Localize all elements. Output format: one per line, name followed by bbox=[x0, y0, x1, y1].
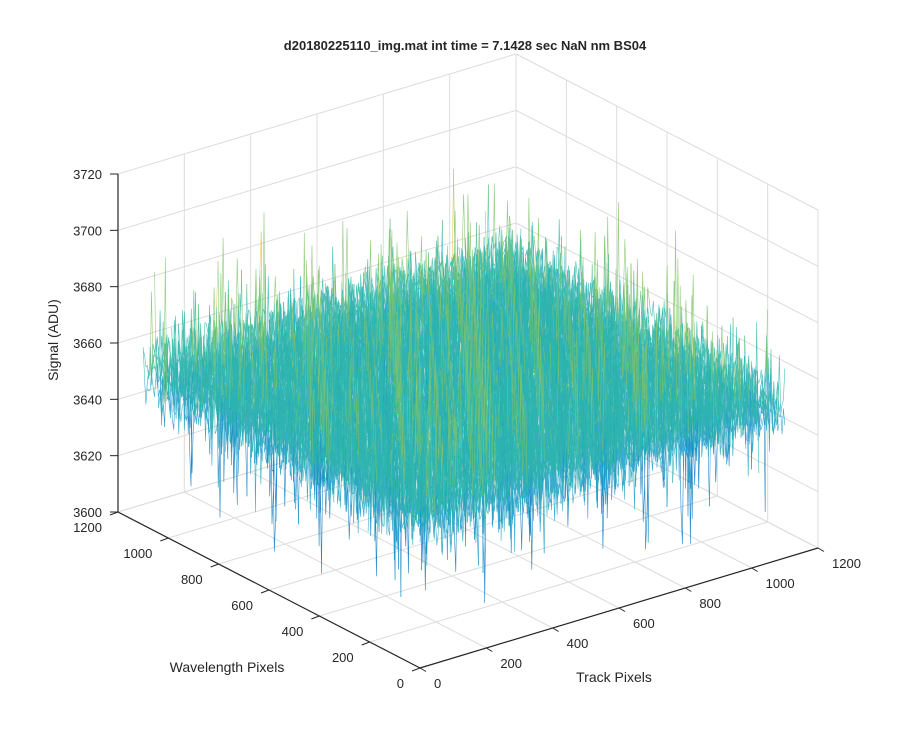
z-tick-label: 3680 bbox=[73, 280, 102, 295]
x-tick-label: 800 bbox=[699, 596, 721, 611]
z-tick-label: 3640 bbox=[73, 392, 102, 407]
x-tick bbox=[751, 567, 758, 572]
grid-line bbox=[369, 521, 768, 643]
x-tick-label: 200 bbox=[500, 656, 522, 671]
grid-line bbox=[515, 109, 819, 267]
z-axis-label: Signal (ADU) bbox=[45, 299, 61, 381]
x-tick-label: 600 bbox=[633, 616, 655, 631]
grid-line bbox=[319, 495, 718, 617]
axes: 0 200 400 600 800 1000 1200 0 200 400 600 800 1000 12… bbox=[73, 167, 861, 691]
grid-line bbox=[515, 166, 819, 324]
x-tick bbox=[419, 667, 427, 672]
z-tick-label: 3720 bbox=[73, 167, 102, 182]
y-tick-label: 1000 bbox=[123, 546, 152, 561]
y-tick bbox=[411, 667, 421, 672]
y-tick-label: 1200 bbox=[73, 520, 102, 535]
x-tick-label: 400 bbox=[567, 636, 589, 651]
labels: d20180225110_img.mat int time = 7.1428 s… bbox=[45, 38, 652, 685]
grid-line bbox=[515, 222, 819, 380]
grid-line bbox=[117, 166, 517, 288]
x-tick bbox=[552, 627, 559, 632]
grid-line bbox=[515, 53, 819, 211]
y-tick-label: 200 bbox=[332, 650, 354, 665]
y-tick-label: 800 bbox=[181, 572, 203, 587]
z-tick-label: 3600 bbox=[73, 505, 102, 520]
y-tick bbox=[210, 563, 219, 568]
x-axis-label: Track Pixels bbox=[576, 669, 652, 685]
y-tick-label: 0 bbox=[397, 676, 404, 691]
surface-band-4 bbox=[216, 168, 454, 308]
x-tick-label: 1200 bbox=[832, 556, 861, 571]
x-tick bbox=[618, 607, 626, 612]
x-tick bbox=[486, 647, 493, 652]
y-tick bbox=[160, 537, 169, 542]
x-tick-label: 0 bbox=[434, 676, 441, 691]
z-tick-label: 3660 bbox=[73, 336, 102, 351]
y-tick bbox=[311, 615, 320, 620]
x-tick bbox=[817, 547, 825, 552]
y-tick-label: 600 bbox=[231, 598, 253, 613]
y-tick bbox=[260, 589, 270, 594]
z-tick-label: 3700 bbox=[73, 223, 102, 238]
grid-line bbox=[117, 53, 517, 175]
y-tick bbox=[361, 641, 370, 646]
grid-line bbox=[117, 109, 517, 231]
chart-title: d20180225110_img.mat int time = 7.1428 s… bbox=[284, 38, 647, 53]
grid-line bbox=[268, 469, 668, 591]
x-tick bbox=[685, 587, 692, 592]
y-axis-label: Wavelength Pixels bbox=[170, 659, 285, 675]
y-tick-label: 400 bbox=[282, 624, 304, 639]
z-tick-label: 3620 bbox=[73, 449, 102, 464]
surface-data bbox=[142, 168, 786, 604]
x-tick-label: 1000 bbox=[766, 576, 795, 591]
surface-band-3 bbox=[149, 168, 769, 515]
